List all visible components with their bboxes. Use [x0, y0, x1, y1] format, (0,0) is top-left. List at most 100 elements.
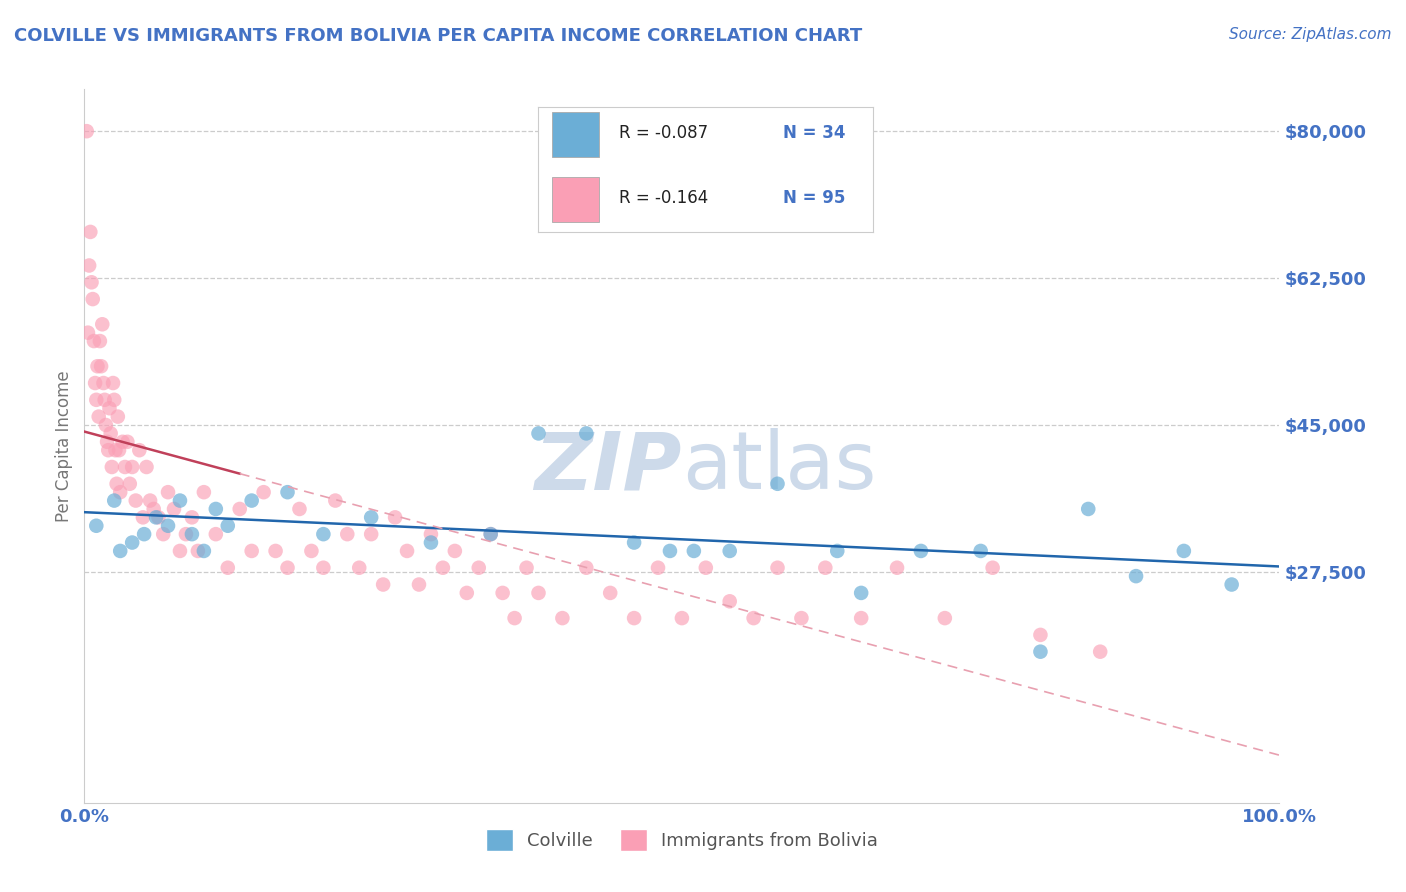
Point	[432, 560, 454, 574]
Point	[145, 510, 167, 524]
Point	[970, 544, 993, 558]
Point	[77, 259, 100, 273]
Point	[205, 502, 228, 516]
Point	[142, 502, 165, 516]
Point	[181, 527, 204, 541]
Point	[83, 334, 105, 348]
Point	[288, 502, 311, 516]
Point	[384, 510, 406, 524]
Point	[527, 586, 550, 600]
Point	[420, 535, 443, 549]
Point	[886, 560, 908, 574]
Point	[152, 527, 174, 541]
Point	[910, 544, 932, 558]
Point	[408, 577, 430, 591]
Point	[312, 560, 335, 574]
Point	[90, 359, 112, 374]
Point	[671, 611, 693, 625]
Point	[87, 409, 110, 424]
Point	[373, 577, 395, 591]
Point	[108, 443, 131, 458]
Point	[169, 544, 191, 558]
Point	[110, 485, 132, 500]
Point	[86, 392, 108, 407]
Point	[217, 560, 239, 574]
Text: atlas: atlas	[682, 428, 876, 507]
Point	[527, 426, 550, 441]
Point	[229, 502, 252, 516]
Point	[84, 376, 107, 390]
Point	[503, 611, 526, 625]
Point	[360, 527, 382, 541]
Point	[93, 376, 115, 390]
Point	[312, 527, 335, 541]
Point	[516, 560, 538, 574]
Point	[325, 493, 347, 508]
Point	[623, 535, 645, 549]
Point	[790, 611, 813, 625]
Point	[205, 527, 228, 541]
Point	[111, 434, 134, 449]
Point	[766, 476, 789, 491]
Point	[253, 485, 276, 500]
Point	[349, 560, 371, 574]
Point	[683, 544, 706, 558]
Point	[264, 544, 287, 558]
Text: COLVILLE VS IMMIGRANTS FROM BOLIVIA PER CAPITA INCOME CORRELATION CHART: COLVILLE VS IMMIGRANTS FROM BOLIVIA PER …	[14, 27, 862, 45]
Point	[101, 376, 124, 390]
Point	[1173, 544, 1195, 558]
Point	[718, 544, 741, 558]
Point	[91, 318, 114, 332]
Point	[1125, 569, 1147, 583]
Point	[82, 292, 104, 306]
Point	[98, 401, 121, 416]
Point	[444, 544, 467, 558]
Point	[187, 544, 209, 558]
Legend: Colville, Immigrants from Bolivia: Colville, Immigrants from Bolivia	[478, 822, 886, 858]
Point	[575, 560, 598, 574]
Point	[157, 518, 180, 533]
Point	[100, 426, 122, 441]
Point	[107, 409, 129, 424]
Point	[766, 560, 789, 574]
Point	[121, 535, 143, 549]
Point	[139, 493, 162, 508]
Point	[360, 510, 382, 524]
Point	[659, 544, 682, 558]
Point	[742, 611, 765, 625]
Y-axis label: Per Capita Income: Per Capita Income	[55, 370, 73, 522]
Point	[981, 560, 1004, 574]
Point	[456, 586, 478, 600]
Point	[105, 476, 128, 491]
Point	[718, 594, 741, 608]
Point	[110, 544, 132, 558]
Point	[934, 611, 956, 625]
Point	[468, 560, 491, 574]
Point	[851, 611, 873, 625]
Point	[277, 560, 299, 574]
Point	[169, 493, 191, 508]
Point	[117, 434, 139, 449]
Point	[89, 334, 111, 348]
Point	[121, 460, 143, 475]
Point	[623, 611, 645, 625]
Point	[851, 586, 873, 600]
Point	[396, 544, 419, 558]
Point	[193, 544, 215, 558]
Point	[103, 392, 125, 407]
Point	[80, 275, 103, 289]
Point	[174, 527, 197, 541]
Point	[336, 527, 359, 541]
Point	[103, 493, 125, 508]
Point	[76, 124, 98, 138]
Point	[1029, 645, 1052, 659]
Point	[93, 392, 115, 407]
Point	[827, 544, 849, 558]
Point	[647, 560, 669, 574]
Point	[104, 443, 127, 458]
Point	[163, 502, 186, 516]
Point	[135, 460, 157, 475]
Point	[125, 493, 148, 508]
Point	[97, 443, 120, 458]
Point	[551, 611, 574, 625]
